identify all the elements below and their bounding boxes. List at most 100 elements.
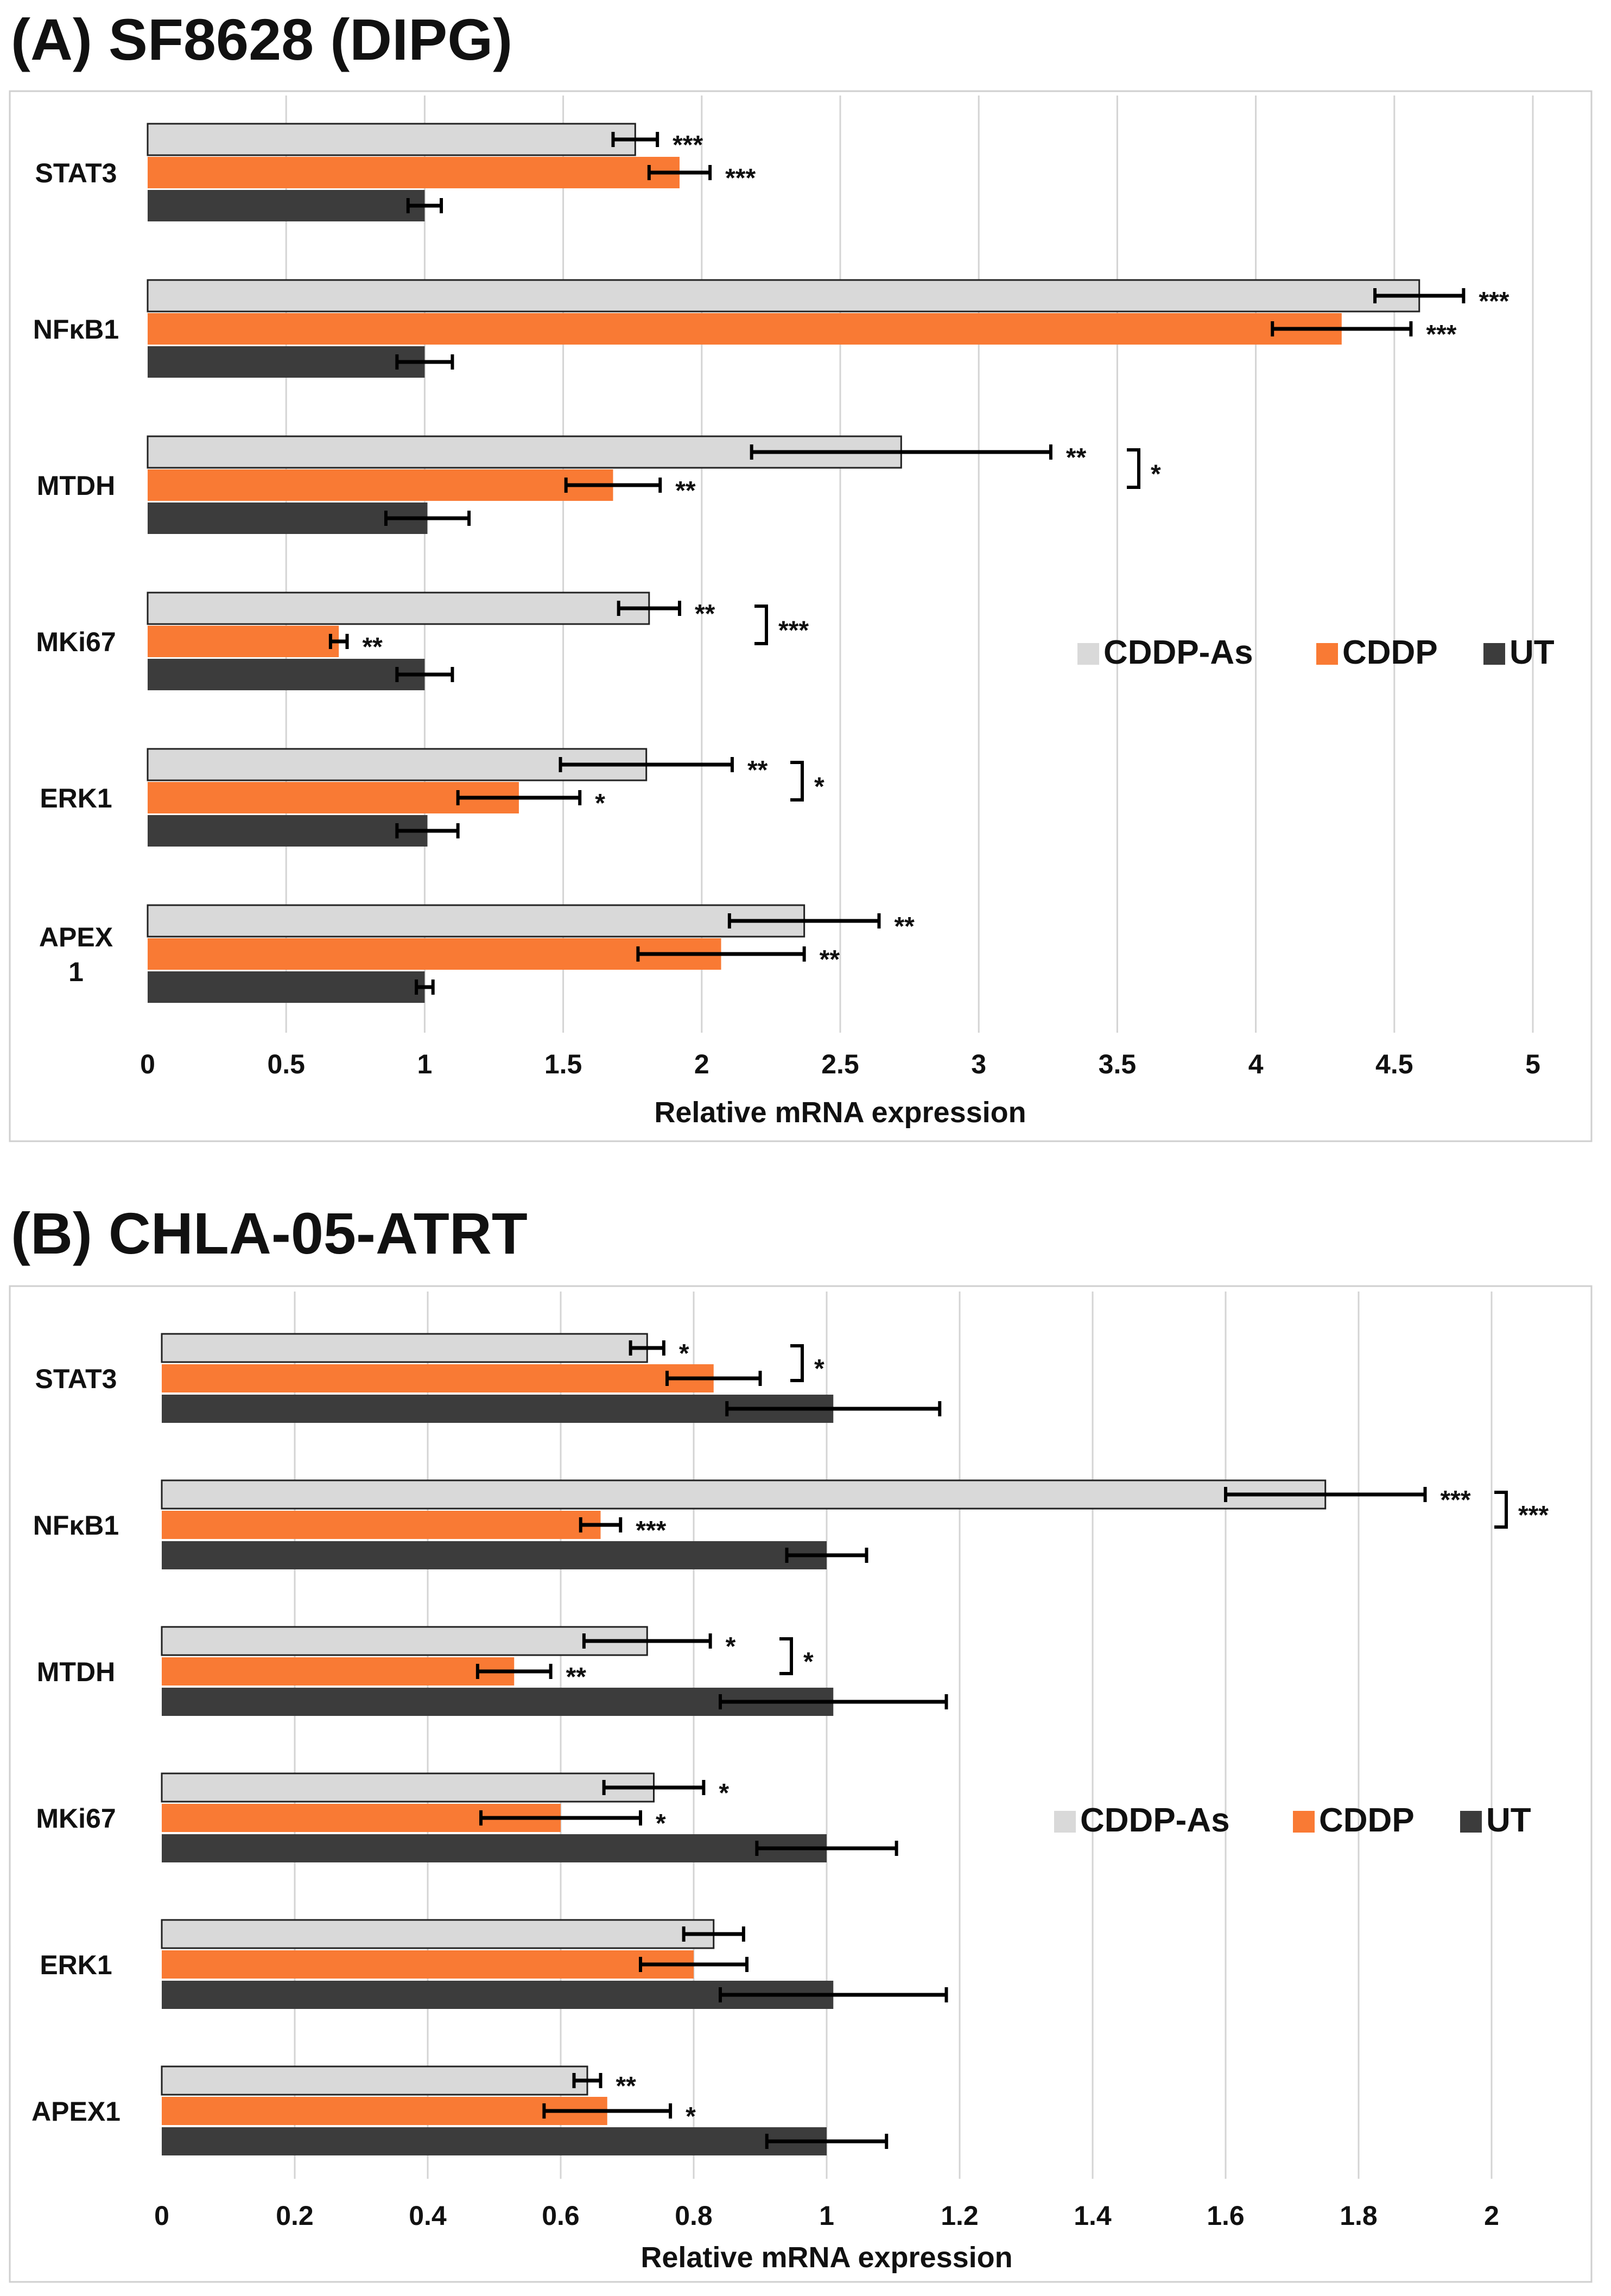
bar-ut (162, 1541, 827, 1569)
x-tick-label: 0 (154, 2200, 169, 2231)
category-label: STAT3 (35, 158, 117, 188)
bracket-significance: *** (1518, 1501, 1549, 1530)
bracket-line (790, 1344, 804, 1382)
significance-label: ** (616, 2072, 637, 2101)
bar-cddp (148, 313, 1342, 345)
significance-label: * (679, 1339, 689, 1368)
legend: CDDP-As CDDP UT (1054, 1802, 1531, 1839)
legend: CDDP-As CDDP UT (1077, 634, 1555, 671)
bracket-significance: * (803, 1648, 814, 1676)
comparison-bracket: * (790, 1344, 824, 1383)
significance-label: ** (1066, 443, 1087, 472)
bracket-significance: * (814, 773, 824, 802)
bar-cddp (162, 1364, 714, 1392)
x-tick-label: 1.2 (941, 2200, 979, 2231)
x-tick-label: 3 (971, 1049, 986, 1079)
significance-label: *** (1479, 287, 1509, 316)
legend-swatch-cddp (1316, 643, 1338, 665)
significance-label: *** (673, 131, 703, 160)
significance-label: ** (362, 633, 383, 662)
x-tick-label: 2 (1484, 2200, 1499, 2231)
bracket-significance: * (1151, 460, 1161, 489)
bar-cddp (148, 469, 613, 501)
x-tick-label: 1.5 (544, 1049, 582, 1079)
x-tick-label: 2 (694, 1049, 709, 1079)
bar-ut (148, 503, 428, 534)
legend-swatch-cddp_as (1054, 1811, 1076, 1833)
x-axis: 0 0.5 1 1.5 2 2.5 3 3.5 4 4.5 5 Relative mRNA expre… (140, 96, 1540, 1129)
category-label: ERK1 (40, 1950, 112, 1980)
legend-swatch-ut (1483, 643, 1505, 665)
chart-panel-b: 0 0.2 0.4 0.6 0.8 1 1.2 1.4 1.6 1.8 2 Relative mRNA… (9, 1285, 1593, 2283)
legend-label: CDDP-As (1080, 1802, 1230, 1839)
significance-label: * (656, 1809, 666, 1838)
bar-ut (148, 346, 425, 378)
bar-cddp_as (161, 1919, 715, 1949)
panel-a-title: (A) SF8628 (DIPG) (11, 7, 513, 72)
bar-ut (148, 815, 428, 847)
significance-label: ** (894, 912, 915, 941)
comparison-bracket: * (1127, 448, 1161, 489)
category-label: APEX1 (31, 2096, 120, 2127)
x-tick-label: 0.6 (542, 2200, 580, 2231)
bar-cddp_as (161, 1772, 655, 1803)
x-tick-label: 1 (417, 1049, 432, 1079)
x-tick-label: 1.4 (1074, 2200, 1112, 2231)
significance-label: *** (725, 164, 756, 193)
bar-ut (148, 190, 425, 221)
bars: *************************** (147, 123, 1509, 1003)
category-label: ERK1 (40, 783, 112, 813)
legend-label: CDDP-As (1103, 634, 1253, 671)
category-label: STAT3 (35, 1364, 117, 1394)
bar-cddp (148, 626, 339, 657)
category-label: 1 (68, 957, 84, 987)
significance-label: *** (1441, 1486, 1471, 1515)
significance-label: ** (695, 600, 715, 628)
x-axis-label: Relative mRNA expression (654, 1096, 1026, 1129)
x-tick-label: 0 (140, 1049, 155, 1079)
bracket-line (754, 605, 768, 645)
significance-label: ** (675, 476, 696, 505)
bracket-line (1494, 1491, 1508, 1529)
x-tick-label: 0.8 (675, 2200, 713, 2231)
category-label: MTDH (37, 470, 115, 501)
bar-ut (148, 971, 425, 1003)
bar-cddp (148, 157, 680, 188)
legend-label: UT (1486, 1802, 1531, 1839)
x-tick-label: 2.5 (821, 1049, 859, 1079)
significance-label: *** (636, 1516, 666, 1545)
bar-cddp_as (147, 592, 650, 625)
bracket-line (779, 1637, 793, 1675)
bar-cddp (162, 1657, 515, 1686)
x-tick-label: 1 (819, 2200, 834, 2231)
category-label: MKi67 (36, 1803, 116, 1834)
comparison-bracket: *** (754, 605, 809, 645)
bars: *************** (161, 1333, 1471, 2155)
significance-label: * (726, 1632, 736, 1661)
bar-cddp_as (161, 1479, 1327, 1510)
bar-cddp_as (161, 2065, 588, 2096)
x-tick-label: 0.4 (409, 2200, 447, 2231)
bar-cddp_as (161, 1626, 648, 1656)
significance-label: *** (1426, 320, 1456, 349)
legend-swatch-cddp_as (1077, 643, 1099, 665)
x-axis: 0 0.2 0.4 0.6 0.8 1 1.2 1.4 1.6 1.8 2 Relative mRNA… (154, 1292, 1499, 2274)
x-tick-label: 4.5 (1375, 1049, 1413, 1079)
significance-label: * (595, 789, 605, 818)
significance-label: * (719, 1779, 729, 1808)
x-tick-label: 0.5 (267, 1049, 305, 1079)
bar-ut (162, 2127, 827, 2155)
bracket-significance: *** (778, 616, 809, 645)
panel-b-title: (B) CHLA-05-ATRT (11, 1200, 528, 1266)
bar-cddp_as (147, 123, 636, 156)
bar-cddp_as (147, 904, 805, 938)
bar-cddp (162, 2097, 607, 2125)
legend-label: UT (1509, 634, 1555, 671)
category-label: NFκB1 (33, 1510, 119, 1541)
bar-cddp (162, 1511, 601, 1539)
x-tick-label: 4 (1248, 1049, 1264, 1079)
legend-swatch-cddp (1293, 1811, 1315, 1833)
significance-label: ** (566, 1663, 587, 1691)
x-tick-label: 3.5 (1099, 1049, 1137, 1079)
legend-label: CDDP (1342, 634, 1438, 671)
